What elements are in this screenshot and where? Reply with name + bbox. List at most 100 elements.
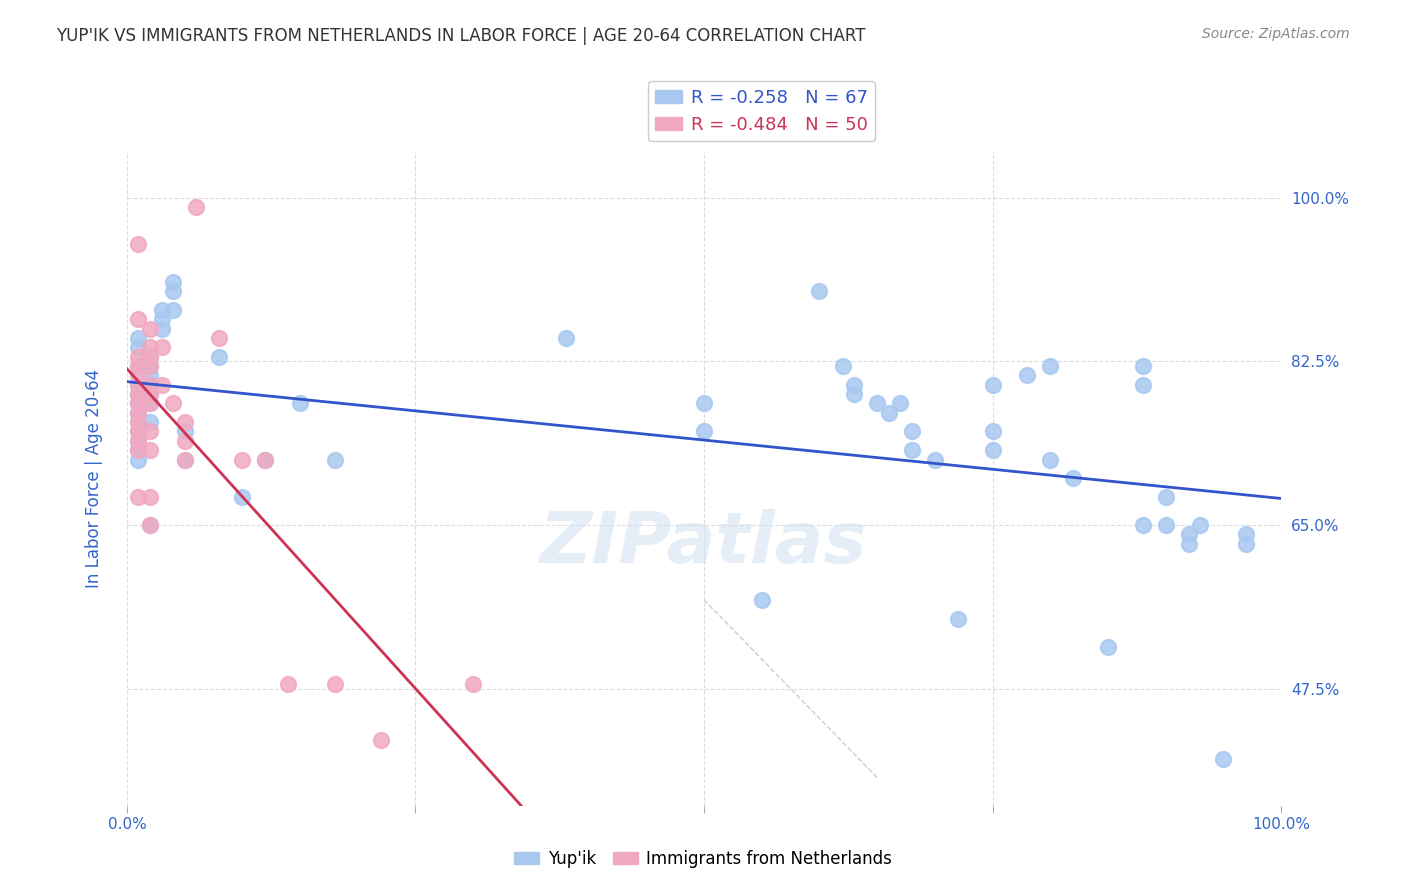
Point [139,377,162,392]
Point [1017,368,1039,383]
Point [139,518,162,533]
Point [127,331,149,345]
Point [889,396,911,410]
Point [127,350,149,364]
Point [877,406,900,420]
Point [139,340,162,354]
Point [924,452,946,467]
Point [277,677,299,691]
Point [139,350,162,364]
Point [900,425,922,439]
Point [1039,359,1062,373]
Point [1212,752,1234,766]
Point [173,415,195,429]
Point [981,443,1004,458]
Point [127,359,149,373]
Point [139,387,162,401]
Point [1132,518,1154,533]
Point [981,377,1004,392]
Point [127,396,149,410]
Point [808,284,831,298]
Point [139,321,162,335]
Point [162,302,184,317]
Point [208,350,231,364]
Point [139,387,162,401]
Point [554,331,576,345]
Point [1132,377,1154,392]
Point [254,452,277,467]
Point [173,452,195,467]
Text: ZIPatlas: ZIPatlas [540,509,868,578]
Point [866,396,889,410]
Point [231,452,253,467]
Point [139,377,162,392]
Point [139,443,162,458]
Text: Source: ZipAtlas.com: Source: ZipAtlas.com [1202,27,1350,41]
Point [127,425,149,439]
Point [1154,518,1177,533]
Point [231,490,253,504]
Point [127,434,149,448]
Point [751,592,773,607]
Point [946,611,969,625]
Point [693,425,716,439]
Point [127,443,149,458]
Text: YUP'IK VS IMMIGRANTS FROM NETHERLANDS IN LABOR FORCE | AGE 20-64 CORRELATION CHA: YUP'IK VS IMMIGRANTS FROM NETHERLANDS IN… [56,27,866,45]
Point [127,415,149,429]
Point [1177,527,1199,541]
Point [139,359,162,373]
Point [127,434,149,448]
Point [127,406,149,420]
Point [173,452,195,467]
Point [127,387,149,401]
Point [139,368,162,383]
Point [173,425,195,439]
Point [127,387,149,401]
Point [127,377,149,392]
Point [162,396,184,410]
Point [1236,527,1258,541]
Point [127,396,149,410]
Point [150,340,173,354]
Point [150,377,173,392]
Legend: Yup'ik, Immigrants from Netherlands: Yup'ik, Immigrants from Netherlands [508,844,898,875]
Point [127,406,149,420]
Point [127,359,149,373]
Point [693,396,716,410]
Point [900,443,922,458]
Point [1062,471,1084,485]
Point [162,284,184,298]
Point [127,452,149,467]
Point [139,396,162,410]
Point [139,359,162,373]
Point [1097,640,1119,654]
Point [139,490,162,504]
Y-axis label: In Labor Force | Age 20-64: In Labor Force | Age 20-64 [86,368,103,588]
Point [254,452,277,467]
Point [842,377,865,392]
Point [842,387,865,401]
Point [1177,537,1199,551]
Point [1189,518,1212,533]
Point [1132,359,1154,373]
Point [150,312,173,326]
Point [127,425,149,439]
Point [139,425,162,439]
Point [127,490,149,504]
Point [1154,490,1177,504]
Point [1039,452,1062,467]
Point [127,312,149,326]
Point [150,321,173,335]
Point [139,415,162,429]
Point [127,237,149,252]
Point [831,359,853,373]
Point [139,396,162,410]
Point [127,415,149,429]
Point [173,434,195,448]
Point [127,377,149,392]
Point [463,677,485,691]
Point [162,275,184,289]
Point [288,396,311,410]
Point [370,733,392,747]
Legend: R = -0.258   N = 67, R = -0.484   N = 50: R = -0.258 N = 67, R = -0.484 N = 50 [648,81,876,141]
